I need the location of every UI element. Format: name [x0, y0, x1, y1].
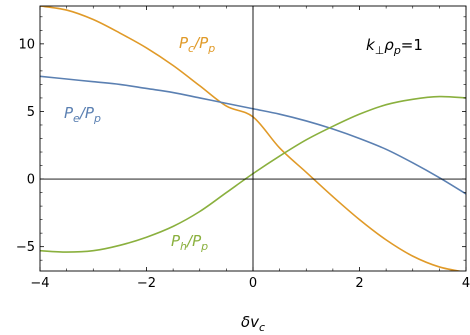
x-tick-label: −2 — [137, 276, 156, 291]
y-tick-label: 5 — [27, 105, 35, 120]
x-axis-label: δvc — [241, 313, 265, 334]
annotation-k: k — [366, 36, 376, 54]
series-label-sub: e — [73, 112, 80, 125]
annotation-sub-p: p — [393, 44, 401, 57]
x-tick-label: 0 — [249, 276, 257, 291]
annotation-sub-perp: ⊥ — [375, 44, 385, 57]
series-pe-label: Pe/Pp — [64, 104, 101, 125]
x-axis-label-main: δv — [241, 313, 260, 331]
y-tick-label: 0 — [27, 173, 35, 188]
series-label-main: P — [64, 104, 74, 122]
series-label-sub2: p — [200, 240, 208, 253]
x-tick-label: 4 — [462, 276, 470, 291]
series-ph-label: Ph/Pp — [171, 232, 208, 253]
series-label-main: P — [179, 34, 189, 52]
y-tick-label: −5 — [16, 240, 35, 255]
series-label-sub: c — [188, 42, 194, 55]
series-label-sub: h — [180, 240, 187, 253]
series-label-sep: /P — [185, 232, 202, 250]
series-label-main: P — [171, 232, 181, 250]
series-pc-label: Pc/Pp — [179, 34, 215, 55]
annotation-eq: =1 — [401, 36, 423, 54]
annotation-label: k⊥ρp=1 — [366, 36, 423, 57]
annotation-rho: ρ — [384, 36, 394, 54]
series-label-sep: /P — [192, 34, 209, 52]
x-tick-label: −4 — [30, 276, 49, 291]
x-axis-label-sub: c — [259, 321, 265, 334]
y-tick-label: 10 — [18, 37, 35, 52]
series-label-sub2: p — [93, 112, 101, 125]
series-label-sub2: p — [207, 42, 215, 55]
axes-layer — [39, 5, 467, 272]
series-label-sep: /P — [78, 104, 95, 122]
x-tick-label: 2 — [355, 276, 363, 291]
